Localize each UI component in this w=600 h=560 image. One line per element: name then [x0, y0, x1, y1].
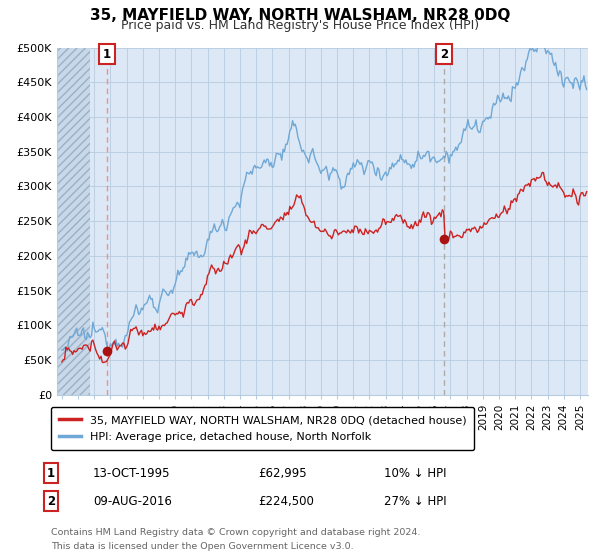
Text: Contains HM Land Registry data © Crown copyright and database right 2024.: Contains HM Land Registry data © Crown c…: [51, 528, 421, 536]
Legend: 35, MAYFIELD WAY, NORTH WALSHAM, NR28 0DQ (detached house), HPI: Average price, : 35, MAYFIELD WAY, NORTH WALSHAM, NR28 0D…: [51, 407, 475, 450]
Text: £62,995: £62,995: [258, 466, 307, 480]
Text: 27% ↓ HPI: 27% ↓ HPI: [384, 494, 446, 508]
Text: 10% ↓ HPI: 10% ↓ HPI: [384, 466, 446, 480]
Text: This data is licensed under the Open Government Licence v3.0.: This data is licensed under the Open Gov…: [51, 542, 353, 550]
Text: £224,500: £224,500: [258, 494, 314, 508]
Text: 13-OCT-1995: 13-OCT-1995: [93, 466, 170, 480]
Text: 1: 1: [103, 48, 111, 60]
Text: 09-AUG-2016: 09-AUG-2016: [93, 494, 172, 508]
Text: 1: 1: [47, 466, 55, 480]
Text: 35, MAYFIELD WAY, NORTH WALSHAM, NR28 0DQ: 35, MAYFIELD WAY, NORTH WALSHAM, NR28 0D…: [90, 8, 510, 23]
Text: Price paid vs. HM Land Registry's House Price Index (HPI): Price paid vs. HM Land Registry's House …: [121, 19, 479, 32]
Text: 2: 2: [47, 494, 55, 508]
Text: 2: 2: [440, 48, 448, 60]
